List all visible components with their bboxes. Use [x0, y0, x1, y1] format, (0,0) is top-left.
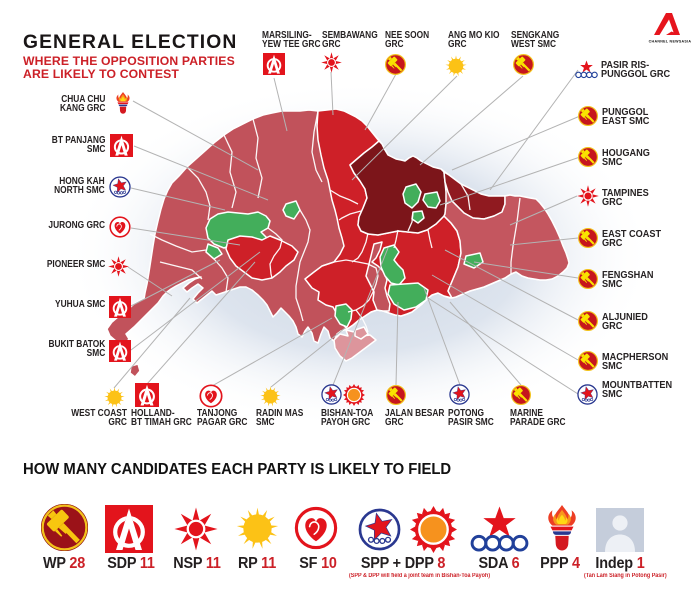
svg-text:CHANNEL NEWSASIA: CHANNEL NEWSASIA: [649, 40, 692, 44]
